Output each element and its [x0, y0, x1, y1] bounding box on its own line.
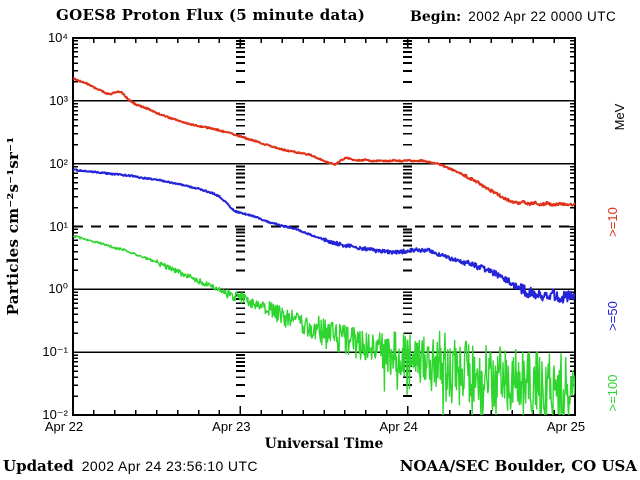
chart-title: GOES8 Proton Flux (5 minute data): [56, 6, 366, 24]
series-line-protons-ge-100MeV: [73, 235, 575, 415]
credit-text: NOAA/SEC Boulder, CO USA: [399, 457, 637, 475]
series-line-protons-ge-50MeV: [73, 168, 575, 304]
y-tick-label: 10⁴: [47, 30, 68, 45]
x-tick-label: Apr 22: [44, 419, 84, 434]
series-line-protons-ge-10MeV: [73, 77, 575, 207]
y-tick-label: 10²: [49, 155, 68, 171]
x-tick-label: Apr 24: [379, 419, 418, 434]
x-axis-label: Universal Time: [264, 436, 384, 452]
begin-value: 2002 Apr 22 0000 UTC: [468, 9, 617, 24]
begin-label: Begin:: [410, 9, 462, 25]
legend-entry-label: >=10: [605, 207, 620, 237]
y-tick-label: 10⁰: [48, 281, 68, 297]
legend-unit-label: MeV: [612, 103, 627, 131]
updated-label: Updated: [3, 457, 74, 475]
updated-value: 2002 Apr 24 23:56:10 UTC: [81, 458, 258, 474]
y-tick-label: 10³: [49, 92, 68, 108]
plot-frame: [72, 37, 576, 416]
begin-timestamp: Begin: 2002 Apr 22 0000 UTC: [410, 8, 616, 26]
y-tick-label: 10⁻²: [42, 407, 68, 422]
x-tick-label: Apr 25: [546, 419, 586, 434]
legend-entry-label: >=100: [605, 374, 620, 412]
y-tick-label: 10⁻¹: [42, 344, 68, 360]
x-tick-label: Apr 23: [212, 419, 251, 434]
y-axis-label: Particles cm⁻²s⁻¹sr⁻¹: [4, 136, 22, 316]
updated-timestamp: Updated 2002 Apr 24 23:56:10 UTC: [3, 457, 258, 476]
y-tick-label: 10¹: [49, 218, 68, 234]
